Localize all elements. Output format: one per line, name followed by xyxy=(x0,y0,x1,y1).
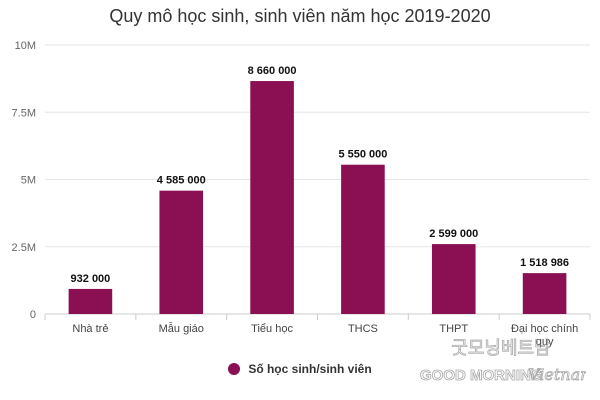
legend[interactable]: Số học sinh/sinh viên xyxy=(0,362,600,376)
y-tick-label: 0 xyxy=(30,309,36,321)
y-axis: 0 2.5M 5M 7.5M 10M xyxy=(12,40,36,321)
bar[interactable] xyxy=(341,164,385,314)
y-tick-label: 10M xyxy=(15,40,36,52)
x-tick-label: THCS xyxy=(348,323,378,335)
data-label: 8 660 000 xyxy=(248,65,297,77)
watermark-vietnam: Vietnam xyxy=(528,365,586,384)
chart-title: Quy mô học sinh, sinh viên năm học 2019-… xyxy=(109,6,491,26)
watermark-good-morning: GOOD MORNING xyxy=(420,367,543,384)
y-tick-label: 2.5M xyxy=(12,242,36,254)
legend-label: Số học sinh/sinh viên xyxy=(248,362,372,376)
data-label: 4 585 000 xyxy=(157,175,206,187)
bar[interactable] xyxy=(431,244,476,314)
x-axis: Nhà trẻ Mẫu giáo Tiểu học THCS THPT Đại học c… xyxy=(44,314,591,348)
bar[interactable] xyxy=(250,81,294,315)
gridlines xyxy=(45,44,590,315)
data-label: 2 599 000 xyxy=(429,228,478,240)
y-tick-label: 5M xyxy=(21,175,36,187)
bar[interactable] xyxy=(159,190,204,314)
good-morning-vietnam-watermark: 굿모닝베트남 GOOD MORNING Vietnam xyxy=(420,338,586,385)
data-label: 5 550 000 xyxy=(338,149,387,161)
data-label: 932 000 xyxy=(71,273,111,285)
y-tick-label: 7.5M xyxy=(12,107,36,119)
x-tick-label: Mẫu giáo xyxy=(159,322,204,335)
bars xyxy=(68,81,567,315)
data-label: 1 518 986 xyxy=(520,257,569,269)
x-tick-label: THPT xyxy=(439,323,468,335)
x-tick-label: Đại học chính quy xyxy=(511,323,578,348)
data-labels: 932 000 4 585 000 8 660 000 5 550 000 2 599 … xyxy=(71,65,570,285)
legend-swatch xyxy=(228,363,241,375)
watermark-korean: 굿모닝베트남 xyxy=(451,338,550,359)
bar[interactable] xyxy=(522,273,567,314)
x-tick-label: Nhà trẻ xyxy=(72,323,108,335)
x-tick-label: Tiểu học xyxy=(251,323,293,335)
bar[interactable] xyxy=(68,288,113,314)
